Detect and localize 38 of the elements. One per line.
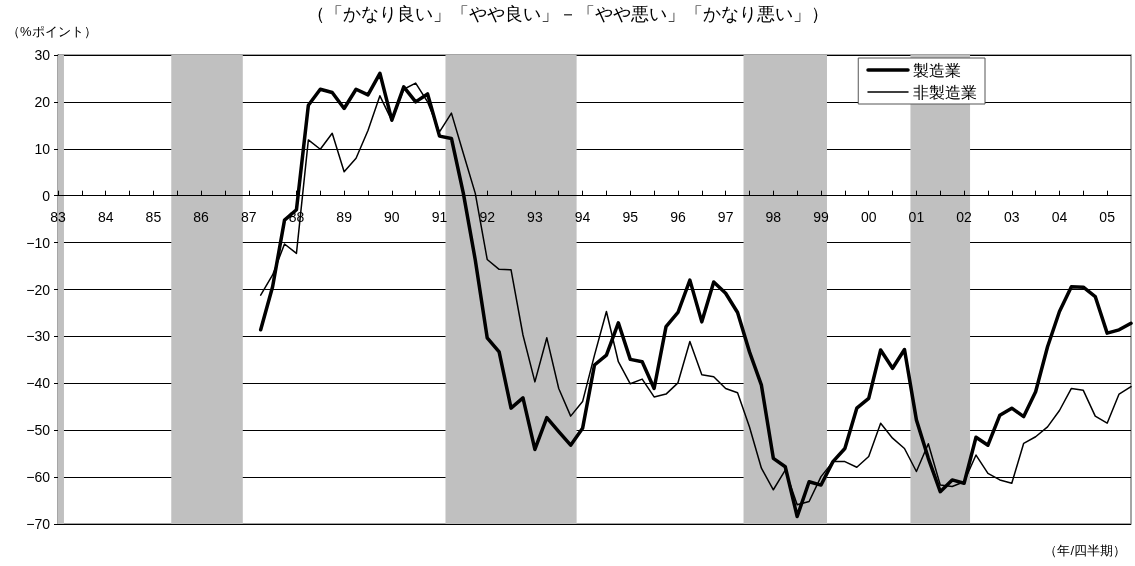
x-tick-label: 83 [50,208,66,225]
x-tick-label: 89 [336,208,353,225]
x-tick-label: 01 [908,208,925,225]
x-tick-label: 97 [717,208,734,225]
y-tick-label: 10 [34,140,51,157]
x-axis-title: （年/四半期） [1044,543,1127,558]
x-tick-label: 99 [813,208,830,225]
x-tick-label: 05 [1099,208,1116,225]
chart-title: （「かなり良い」「やや良い」－「やや悪い」「かなり悪い」） [306,4,829,24]
x-tick-label: 95 [622,208,639,225]
x-tick-label: 87 [240,208,257,225]
x-tick-label: 02 [956,208,973,225]
x-tick-label: 85 [145,208,162,225]
legend-label: 製造業 [913,61,961,79]
y-tick-label: −40 [26,375,51,392]
y-tick-label: −30 [26,328,51,345]
y-tick-label: 20 [34,93,51,110]
y-tick-label: −20 [26,281,51,298]
y-tick-label: −70 [26,516,51,532]
x-tick-label: 91 [431,208,448,225]
x-tick-label: 86 [193,208,210,225]
x-tick-label: 93 [527,208,543,225]
x-tick-label: 98 [765,208,782,225]
y-tick-label: −50 [26,422,51,439]
y-tick-label: 30 [34,47,51,63]
y-tick-label: −60 [26,469,51,486]
x-tick-label: 96 [670,208,686,225]
legend-label: 非製造業 [913,83,977,101]
x-tick-label: 04 [1051,208,1068,225]
x-tick-label: 90 [384,208,400,225]
y-tick-label: −10 [26,234,51,251]
x-tick-label: 03 [1003,208,1020,225]
y-tick-label: 0 [42,187,51,204]
y-axis-title: （%ポイント） [7,24,97,39]
x-tick-label: 92 [479,208,496,225]
x-tick-label: 84 [97,208,114,225]
x-tick-label: 94 [574,208,591,225]
x-tick-label: 00 [860,208,877,225]
